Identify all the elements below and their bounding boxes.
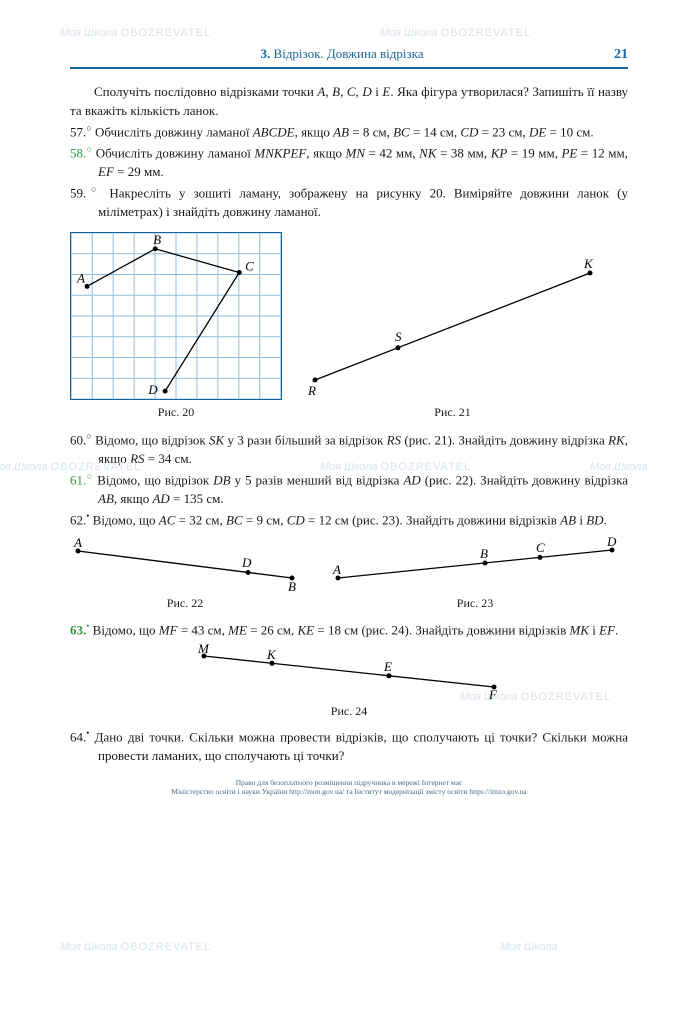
svg-text:B: B bbox=[288, 579, 296, 591]
fig20-caption: Рис. 20 bbox=[158, 404, 194, 421]
problem-57: 57.○ Обчисліть довжину ламаної ABCDE, як… bbox=[70, 122, 628, 142]
figure-24: M K E F Рис. 24 bbox=[194, 644, 504, 720]
svg-text:A: A bbox=[332, 562, 341, 577]
svg-text:D: D bbox=[241, 555, 252, 570]
figure-20: A B C D Рис. 20 bbox=[70, 232, 282, 421]
figure-23: A B C D Рис. 23 bbox=[330, 536, 620, 612]
problem-64: 64.• Дано дві точки. Скільки можна прове… bbox=[70, 727, 628, 766]
fig23-caption: Рис. 23 bbox=[457, 595, 493, 612]
svg-text:E: E bbox=[383, 659, 392, 674]
page-header: 3. Відрізок. Довжина відрізка 21 bbox=[70, 45, 628, 69]
svg-text:S: S bbox=[395, 329, 402, 344]
fig20-label-A: A bbox=[76, 272, 85, 286]
figure-21: R S K Рис. 21 bbox=[300, 255, 605, 421]
svg-text:B: B bbox=[480, 546, 488, 561]
svg-text:K: K bbox=[583, 256, 594, 271]
problem-60: 60.○ Відомо, що відрізок SK у 3 рази біл… bbox=[70, 430, 628, 469]
page-number: 21 bbox=[614, 45, 628, 65]
svg-text:R: R bbox=[307, 383, 316, 398]
svg-text:F: F bbox=[488, 687, 498, 699]
footer-text: Право для безоплатного розміщення підруч… bbox=[70, 778, 628, 797]
svg-text:D: D bbox=[606, 536, 617, 549]
fig20-label-C: C bbox=[245, 260, 254, 274]
svg-text:K: K bbox=[266, 647, 277, 662]
problem-62: 62.• Відомо, що AC = 32 см, BC = 9 см, C… bbox=[70, 510, 628, 530]
watermark: Моя Школа OBOZREVATEL bbox=[60, 940, 211, 956]
svg-text:M: M bbox=[197, 644, 210, 656]
intro-text: Сполучіть послідовно відрізками точки A,… bbox=[70, 83, 628, 121]
figure-22: A D B Рис. 22 bbox=[70, 536, 300, 612]
svg-text:C: C bbox=[536, 540, 545, 555]
svg-text:A: A bbox=[73, 536, 82, 550]
fig21-caption: Рис. 21 bbox=[434, 404, 470, 421]
problem-59: 59.○ Накресліть у зошиті ламану, зображе… bbox=[70, 183, 628, 222]
fig20-label-D: D bbox=[147, 383, 158, 397]
fig24-caption: Рис. 24 bbox=[331, 703, 367, 720]
problem-61: 61.○ Відомо, що відрізок DB у 5 разів ме… bbox=[70, 470, 628, 509]
section-title: 3. Відрізок. Довжина відрізка bbox=[70, 45, 614, 64]
fig22-caption: Рис. 22 bbox=[167, 595, 203, 612]
watermark: Моя Школа bbox=[500, 940, 558, 956]
fig20-label-B: B bbox=[153, 233, 161, 247]
problem-63: 63.• Відомо, що MF = 43 см, ME = 26 см, … bbox=[70, 620, 628, 640]
problem-58: 58.○ Обчисліть довжину ламаної MNKPEF, я… bbox=[70, 143, 628, 182]
